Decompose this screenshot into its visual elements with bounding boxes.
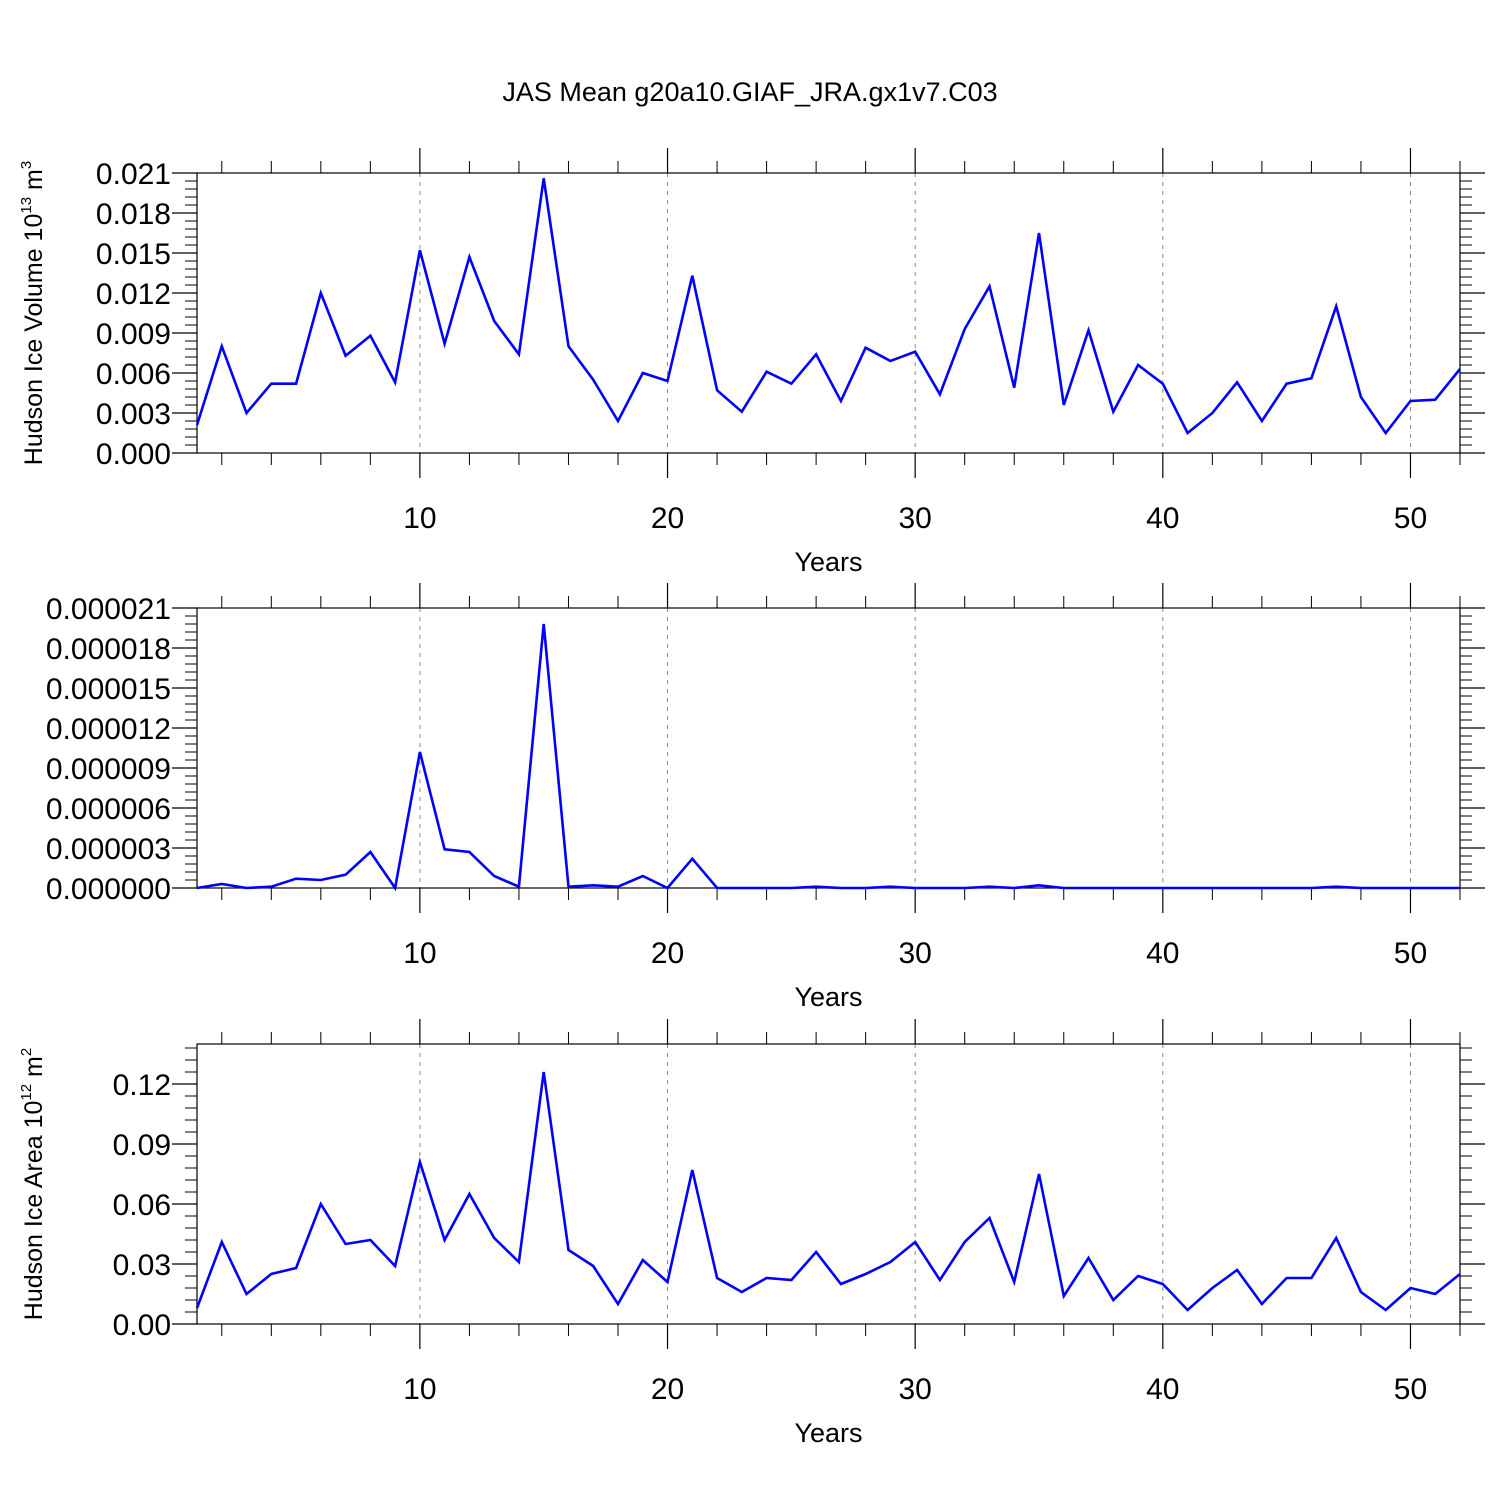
y-tick-label: 0.000003 — [46, 833, 171, 866]
chart-panel-1: 10 20 30 40 50 Years 0.000 0.003 0.006 0.009 0.012… — [18, 148, 1485, 577]
y-tick-label: 0.000009 — [46, 753, 171, 786]
y-tick-label: 0.012 — [96, 278, 171, 311]
y-tick-label: 0.000006 — [46, 793, 171, 826]
y-tick-label: 0.000018 — [46, 633, 171, 666]
x-tick-label: 30 — [898, 1373, 931, 1406]
x-tick-label: 20 — [651, 502, 684, 535]
y-tick-label: 0.009 — [96, 318, 171, 351]
y-tick-label: 0.018 — [96, 198, 171, 231]
y-tick-label: 0.09 — [113, 1129, 171, 1162]
y-axis-label: Hudson Ice Area 1012 m2 — [18, 1048, 48, 1320]
y-tick-label: 0.000 — [96, 438, 171, 471]
plot-frame — [196, 607, 1461, 889]
y-tick-label: 0.03 — [113, 1249, 171, 1282]
x-tick-label: 10 — [403, 1373, 436, 1406]
series-line — [195, 1071, 1461, 1312]
y-tick-label: 0.015 — [96, 238, 171, 271]
panels: 10 20 30 40 50 Years 0.000 0.003 0.006 0.009 0.012… — [18, 148, 1485, 1448]
x-tick-label: 10 — [403, 502, 436, 535]
y-tick-label: 0.003 — [96, 398, 171, 431]
x-axis-label: Years — [794, 982, 862, 1012]
x-tick-label: 40 — [1146, 502, 1179, 535]
x-tick-label: 30 — [898, 502, 931, 535]
x-tick-label: 30 — [898, 937, 931, 970]
plot-frame — [196, 172, 1461, 454]
x-axis-label: Years — [794, 547, 862, 577]
x-tick-label: 20 — [651, 937, 684, 970]
y-tick-label: 0.000021 — [46, 593, 171, 626]
plot-frame — [196, 1043, 1461, 1325]
series-line — [196, 623, 1460, 892]
x-tick-label: 10 — [403, 937, 436, 970]
y-tick-label: 0.00 — [113, 1309, 171, 1342]
x-tick-label: 50 — [1394, 937, 1427, 970]
y-tick-label: 0.006 — [96, 358, 171, 391]
x-tick-label: 20 — [651, 1373, 684, 1406]
y-tick-label: 0.000015 — [46, 673, 171, 706]
figure-title: JAS Mean g20a10.GIAF_JRA.gx1v7.C03 — [502, 77, 997, 107]
y-axis-label: Hudson Ice Volume 1013 m3 — [18, 161, 48, 465]
y-tick-label: 0.06 — [113, 1189, 171, 1222]
chart-panel-2: 10 20 30 40 50 Years 0.000000 0.000003 0.000006 0… — [46, 583, 1485, 1012]
series-line — [195, 178, 1462, 436]
y-tick-label: 0.021 — [96, 158, 171, 191]
x-tick-label: 50 — [1394, 502, 1427, 535]
y-tick-label: 0.000012 — [46, 713, 171, 746]
y-tick-label: 0.000000 — [46, 873, 171, 906]
x-tick-label: 50 — [1394, 1373, 1427, 1406]
x-tick-label: 40 — [1146, 1373, 1179, 1406]
chart-panel-3: 10 20 30 40 50 Years 0.00 0.03 0.06 0.09 0.12 Hudso… — [18, 1019, 1485, 1448]
x-axis-label: Years — [794, 1418, 862, 1448]
y-tick-label: 0.12 — [113, 1069, 171, 1102]
x-tick-label: 40 — [1146, 937, 1179, 970]
